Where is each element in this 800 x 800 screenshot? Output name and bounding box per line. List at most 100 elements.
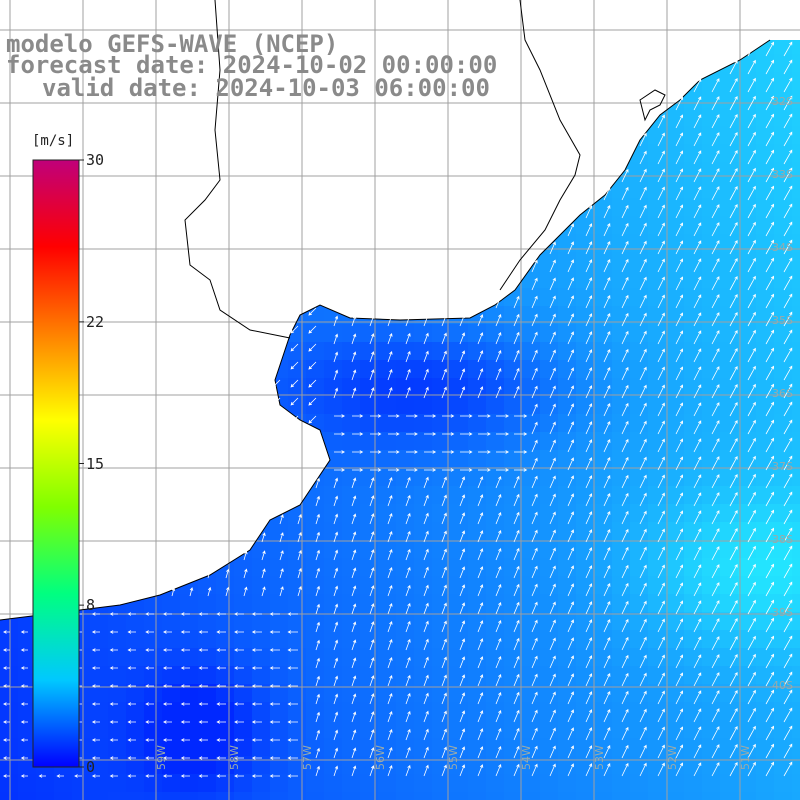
wind-arrow (693, 726, 702, 741)
wind-arrow (351, 765, 357, 777)
wind-arrow (145, 774, 154, 778)
wind-arrow (297, 567, 302, 579)
wind-cell (576, 684, 594, 702)
wind-cell (288, 594, 306, 612)
wind-arrow (603, 240, 611, 255)
wind-cell (774, 648, 792, 666)
wind-arrow (711, 186, 720, 201)
wind-arrow (333, 693, 339, 705)
wind-cell (198, 648, 216, 666)
wind-arrow (234, 648, 244, 652)
wind-arrow (405, 476, 411, 489)
wind-cell (540, 594, 558, 612)
wind-arrow (621, 654, 629, 669)
wind-cell (720, 90, 738, 108)
wind-cell (468, 684, 486, 702)
wind-cell (270, 702, 288, 720)
wind-cell (360, 504, 378, 522)
wind-arrow (783, 257, 793, 273)
wind-arrow (269, 774, 280, 778)
wind-arrow (495, 709, 502, 723)
wind-cell (738, 252, 756, 270)
wind-cell (72, 774, 90, 792)
wind-cell (162, 630, 180, 648)
wind-arrow (693, 384, 702, 399)
wind-arrow (423, 602, 429, 615)
wind-arrow (297, 531, 302, 543)
wind-cell (396, 702, 414, 720)
wind-arrow (315, 675, 321, 687)
wind-arrow (369, 765, 375, 777)
wind-cell (792, 792, 800, 800)
wind-arrow (783, 599, 793, 615)
wind-arrow (308, 307, 317, 316)
wind-cell (738, 612, 756, 630)
wind-arrow (477, 764, 484, 777)
wind-cell (720, 324, 738, 342)
wind-arrow (783, 185, 793, 201)
wind-cell (720, 306, 738, 324)
wind-cell (774, 504, 792, 522)
wind-cell (162, 684, 180, 702)
wind-arrow (603, 402, 611, 417)
wind-arrow (657, 708, 665, 723)
wind-arrow (621, 168, 629, 183)
wind-arrow (495, 475, 502, 489)
wind-cell (216, 792, 234, 800)
colorbar-unit: [m/s] (32, 133, 75, 149)
wind-arrow (711, 636, 720, 651)
wind-cell (108, 684, 126, 702)
wind-arrow (765, 599, 774, 615)
wind-cell (774, 630, 792, 648)
wind-arrow (127, 612, 136, 616)
wind-arrow (163, 630, 172, 634)
wind-cell (432, 612, 450, 630)
wind-cell (504, 630, 522, 648)
wind-cell (234, 684, 252, 702)
wind-arrow (639, 132, 647, 147)
wind-cell (450, 396, 468, 414)
wind-cell (792, 450, 800, 468)
wind-cell (18, 774, 36, 792)
wind-arrow (621, 726, 629, 741)
wind-arrow (513, 565, 520, 579)
wind-arrow (657, 438, 665, 453)
wind-cell (342, 594, 360, 612)
wind-arrow (333, 603, 339, 615)
wind-cell (522, 432, 540, 450)
wind-cell (522, 576, 540, 594)
wind-cell (270, 792, 288, 800)
wind-arrow (333, 387, 339, 399)
wind-arrow (145, 648, 154, 652)
wind-arrow (369, 387, 375, 399)
wind-arrow (198, 756, 208, 760)
wind-arrow (765, 581, 774, 597)
wind-arrow (567, 493, 575, 507)
wind-arrow (765, 455, 774, 471)
wind-arrow (351, 531, 357, 543)
wind-arrow (765, 527, 774, 543)
wind-arrow (621, 186, 629, 201)
wind-cell (504, 540, 522, 558)
wind-arrow (765, 689, 774, 705)
wind-cell (468, 360, 486, 378)
wind-cell (594, 414, 612, 432)
wind-arrow (549, 457, 556, 471)
wind-cell (252, 612, 270, 630)
wind-arrow (693, 96, 702, 111)
wind-cell (612, 792, 630, 800)
wind-cell (756, 774, 774, 792)
wind-arrow (639, 204, 647, 219)
wind-arrow (639, 438, 647, 453)
wind-arrow (621, 294, 629, 309)
wind-arrow (639, 636, 647, 651)
wind-arrow (603, 672, 611, 687)
wind-cell (504, 324, 522, 342)
wind-arrow (441, 476, 447, 489)
wind-arrow (729, 113, 738, 129)
wind-cell (576, 324, 594, 342)
wind-arrow (287, 756, 298, 760)
wind-cell (576, 558, 594, 576)
wind-cell (576, 648, 594, 666)
wind-cell (486, 792, 504, 800)
